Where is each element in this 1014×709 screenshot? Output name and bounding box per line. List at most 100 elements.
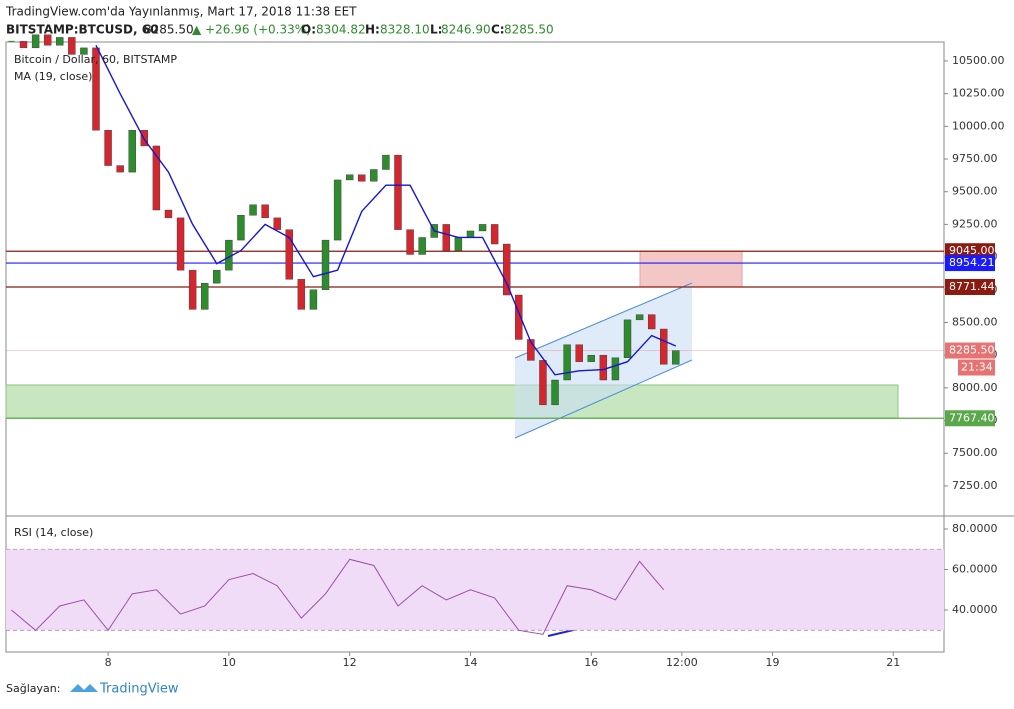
x-tick-label: 19 [765,656,779,669]
candle [599,354,608,381]
level-tag [945,342,995,359]
candle [237,215,245,241]
candle [635,314,644,321]
candle [297,279,306,310]
candle [80,47,88,55]
y-tick-label: 80.0000 [952,522,998,535]
y-tick-label: 10500.00 [952,54,1005,67]
candle [128,130,136,173]
price-title: Bitcoin / Dollar, 60, BITSTAMP [14,53,177,66]
y-tick-label: 8500.00 [952,315,998,328]
candle [418,237,426,255]
level-tag [945,278,995,295]
countdown: 21:34 [961,361,993,374]
candle [345,174,354,181]
candle [382,154,390,170]
rsi-line [11,558,665,635]
y-tick-label: 9750.00 [952,152,998,165]
footer-brand[interactable]: TradingView [99,682,179,697]
x-tick-label: 21 [886,656,900,669]
candle [321,239,330,290]
symbol: BITSTAMP:BTCUSD, 60 [6,23,158,37]
level-label: 8771.44 [949,280,995,293]
x-tick-label: 10 [222,656,236,669]
y-tick-label: 60.0000 [952,563,998,576]
close: 8285.50 [504,23,554,37]
candle [406,229,414,255]
candle [309,289,318,310]
candle [623,319,632,358]
rsi-title: RSI (14, close) [14,526,93,539]
level-tag [945,410,995,427]
candle [370,169,378,182]
ma-title: MA (19, close) [14,70,92,83]
y-tick-label: 9500.00 [952,185,998,198]
candle [31,34,40,49]
low: 8246.90 [441,23,491,37]
footer-label: Sağlayan: [6,682,60,695]
candle [333,179,342,241]
level-label: 8285.50 [949,344,995,357]
level-label: 8954.21 [949,256,995,269]
x-tick-label: 14 [463,656,477,669]
last-price: 8285.50 [144,23,194,37]
candle [527,339,535,361]
level-label: 7767.40 [949,411,995,424]
channel-lower [514,359,693,439]
candle [660,328,668,365]
candle [104,130,112,166]
candle [563,344,571,381]
candle [394,154,402,230]
candle [539,360,547,406]
candle [647,314,656,330]
candle [273,217,281,230]
candle [478,224,487,232]
candle [503,243,511,296]
candle [188,269,197,310]
x-tick-label: 8 [105,656,112,669]
candle [466,230,475,238]
ma-line [95,44,677,376]
candle [454,237,463,251]
candle [285,229,293,280]
plot-layer: 10500.00 10250.00 10000.00 9750.00 9500.00 92… [6,34,1005,669]
candle [43,34,52,46]
y-tick-label: 7250.00 [952,479,998,492]
candle [672,350,680,365]
x-tick-label: 16 [584,656,598,669]
level-label: 9045.00 [949,244,995,257]
support-zone [5,384,899,419]
candle [515,294,523,340]
candle [152,145,161,211]
candle [19,41,28,49]
candle [261,204,269,219]
candle [68,37,76,55]
x-tick-label: 12 [343,656,357,669]
candle [490,224,499,245]
y-tick-label: 9250.00 [952,217,998,230]
change: ▲ +26.96 (+0.33%) [192,23,311,37]
candle [213,269,221,284]
tv-logo [70,684,98,692]
y-tick-label: 10250.00 [952,87,1005,100]
candle [201,283,209,310]
candle [249,204,257,216]
o-label: O: [301,23,316,37]
y-tick-label: 10000.00 [952,119,1005,132]
candle [176,217,185,271]
y-tick-label: 7500.00 [952,446,998,459]
resistance-zone [639,250,743,288]
candle [164,209,173,219]
candle [116,165,124,173]
y-tick-label: 40.0000 [952,603,998,616]
candle [442,224,451,251]
countdown-tag [958,359,995,376]
l-label: L: [430,23,442,37]
candle [551,379,559,406]
x-tick-label: 12:00 [666,656,698,669]
publish-info: TradingView.com'da Yayınlanmış, Mart 17,… [5,5,357,19]
high: 8328.10 [380,23,430,37]
candle [587,354,595,362]
level-tag [945,255,995,272]
